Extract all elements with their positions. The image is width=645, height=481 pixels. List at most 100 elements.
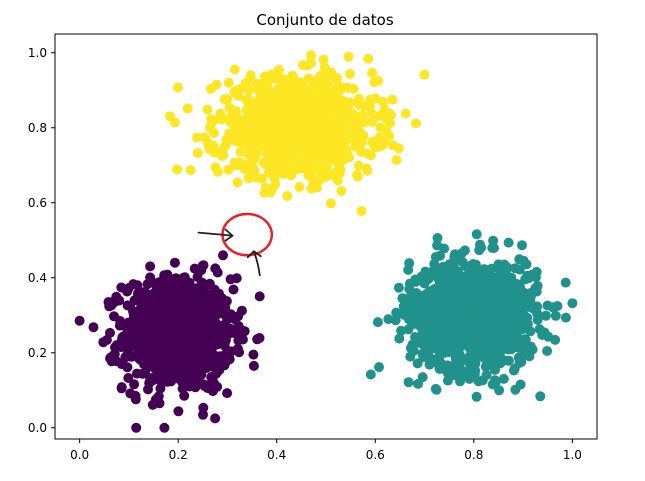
data-point bbox=[560, 277, 571, 288]
data-point bbox=[190, 291, 201, 302]
data-point bbox=[211, 79, 222, 90]
data-point bbox=[510, 263, 521, 274]
data-point bbox=[510, 384, 521, 395]
data-point bbox=[128, 341, 138, 352]
data-point bbox=[373, 75, 384, 86]
data-point bbox=[129, 379, 140, 390]
data-point bbox=[122, 286, 133, 297]
data-point bbox=[319, 125, 330, 136]
data-point bbox=[259, 76, 270, 87]
data-point bbox=[169, 257, 180, 268]
data-point bbox=[343, 51, 354, 62]
data-point bbox=[143, 384, 153, 395]
data-point bbox=[299, 162, 309, 173]
data-point bbox=[208, 115, 219, 126]
data-point bbox=[430, 383, 441, 394]
data-point bbox=[560, 312, 571, 323]
data-point bbox=[233, 311, 244, 322]
data-point bbox=[374, 362, 384, 373]
data-point bbox=[233, 321, 244, 331]
data-point bbox=[408, 293, 419, 304]
data-point bbox=[173, 82, 183, 93]
data-point bbox=[464, 283, 475, 294]
data-point bbox=[167, 296, 178, 307]
data-point bbox=[410, 276, 421, 287]
data-point bbox=[142, 279, 153, 290]
data-point bbox=[455, 272, 466, 283]
data-point bbox=[429, 269, 440, 280]
data-point bbox=[468, 274, 478, 285]
data-point bbox=[385, 118, 395, 129]
data-point bbox=[145, 261, 156, 272]
data-point bbox=[178, 272, 189, 283]
data-point bbox=[442, 375, 453, 386]
data-point bbox=[532, 308, 543, 319]
data-point bbox=[277, 167, 288, 178]
data-point bbox=[177, 377, 188, 388]
data-point bbox=[283, 125, 294, 136]
data-point bbox=[520, 295, 531, 306]
data-point bbox=[168, 332, 179, 343]
data-point bbox=[187, 379, 198, 390]
data-point bbox=[403, 377, 414, 388]
data-point bbox=[247, 147, 257, 158]
data-point bbox=[485, 359, 496, 370]
data-point bbox=[138, 304, 149, 315]
data-point bbox=[192, 301, 203, 312]
data-point bbox=[442, 294, 453, 305]
data-point bbox=[350, 123, 361, 134]
data-point bbox=[284, 164, 295, 175]
data-point bbox=[232, 177, 243, 188]
data-point bbox=[249, 104, 260, 115]
data-point bbox=[198, 329, 209, 340]
data-point bbox=[139, 359, 149, 370]
data-point bbox=[473, 336, 484, 347]
data-point bbox=[494, 385, 505, 396]
data-point bbox=[277, 140, 288, 150]
data-point bbox=[191, 346, 202, 357]
data-point bbox=[207, 374, 218, 385]
data-point bbox=[343, 82, 354, 93]
data-point bbox=[449, 367, 459, 378]
data-point bbox=[471, 229, 482, 240]
y-tick-label: 0.4 bbox=[28, 271, 47, 285]
data-point bbox=[399, 309, 410, 320]
data-point bbox=[248, 349, 259, 360]
data-point bbox=[489, 243, 499, 253]
data-point bbox=[294, 182, 305, 192]
data-point bbox=[442, 360, 453, 371]
data-point bbox=[149, 351, 160, 362]
data-point bbox=[454, 299, 465, 310]
data-point bbox=[354, 100, 365, 110]
data-point bbox=[404, 258, 415, 269]
data-point bbox=[448, 310, 459, 321]
x-tick-label: 0.8 bbox=[464, 448, 483, 462]
data-point bbox=[128, 311, 139, 322]
data-point bbox=[212, 166, 223, 177]
data-point bbox=[271, 89, 282, 100]
data-point bbox=[467, 292, 477, 303]
data-point bbox=[235, 333, 246, 344]
data-point bbox=[109, 311, 119, 322]
data-point bbox=[222, 388, 233, 399]
data-point bbox=[404, 283, 415, 294]
data-point bbox=[305, 105, 316, 116]
data-point bbox=[138, 368, 149, 379]
cluster-2 bbox=[165, 50, 430, 217]
data-point bbox=[475, 279, 486, 290]
data-point bbox=[230, 106, 241, 117]
data-point bbox=[527, 269, 538, 280]
data-point bbox=[179, 390, 190, 401]
data-point bbox=[271, 110, 282, 121]
data-point bbox=[438, 285, 449, 296]
data-point bbox=[184, 322, 195, 332]
data-point bbox=[518, 255, 529, 266]
data-point bbox=[329, 132, 340, 143]
data-point bbox=[417, 372, 428, 383]
data-point bbox=[151, 280, 162, 291]
data-point bbox=[109, 297, 120, 308]
data-point bbox=[192, 132, 202, 143]
cluster-1 bbox=[365, 229, 578, 402]
data-point bbox=[418, 352, 429, 363]
y-tick-label: 0.6 bbox=[28, 196, 47, 210]
